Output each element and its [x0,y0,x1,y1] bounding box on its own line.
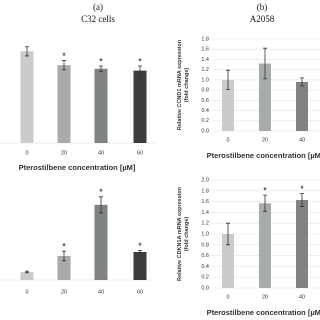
x-tick-label: 20 [262,137,268,143]
bar [259,203,271,288]
x-tick-label: 40 [98,150,104,156]
significance-marker: * [62,242,66,252]
x-tick-label: 40 [98,289,104,295]
bar [133,70,147,143]
significance-marker: * [138,56,142,66]
error-bar [99,196,103,214]
y-tick-label: 1.0 [201,231,209,237]
bar [259,63,271,131]
x-axis-label: Pterostilbene concentration [µM] [19,163,136,172]
error-bar [226,222,230,246]
x-tick-label: 20 [61,289,67,295]
y-tick-label: 1.0 [201,77,209,83]
y-tick-label: 0.4 [201,108,209,114]
panel-label: (b) [257,2,268,12]
y-tick-label: 0.6 [201,253,209,259]
y-tick-label: 1.8 [201,36,209,42]
panel-label: (a) [93,2,103,12]
error-bar [138,65,142,76]
y-tick-label: 0.0 [201,285,209,291]
chart-title: C32 cells [81,14,115,24]
x-axis-label: Pterostilbene concentration [µM] [207,151,320,160]
y-tick-label: 0.0 [201,128,209,134]
y-tick-label: 1.8 [201,188,209,194]
y-tick-label: 1.4 [201,210,209,216]
x-tick-label: 0 [25,150,28,156]
y-tick-label: 0.2 [201,118,209,124]
bar [57,256,71,280]
significance-marker: * [99,187,103,197]
y-axis-label-line: (fold change) [184,217,190,252]
y-tick-label: 0.4 [201,264,209,270]
bar [94,204,108,280]
error-bar [300,193,304,207]
y-tick-label: 1.2 [201,67,209,73]
y-tick-label: 1.2 [201,221,209,227]
x-tick-label: 20 [262,294,268,300]
error-bar [263,47,267,80]
y-tick-label: 1.6 [201,47,209,53]
bar [222,234,234,288]
x-tick-label: 0 [25,289,28,295]
y-axis-label: Relative CDKN1A mRNA expression(fold cha… [177,186,190,281]
x-tick-label: 40 [299,294,305,300]
y-axis-label: Relative CCND1 mRNA expression(fold chan… [177,39,190,130]
y-tick-label: 0.8 [201,242,209,248]
bar [296,81,308,131]
x-tick-label: 60 [137,150,143,156]
error-bar [300,77,304,87]
error-bar [25,46,29,57]
y-tick-label: 0.6 [201,98,209,104]
y-tick-label: 0.2 [201,275,209,281]
x-axis-label: Pterostilbene concentration [µM] [207,308,320,317]
bar [20,51,34,144]
error-bar [62,60,66,71]
error-bar [62,250,66,262]
x-tick-label: 60 [137,289,143,295]
significance-marker: * [99,56,103,66]
bar [20,272,34,280]
y-axis-label-line: (fold change) [184,68,190,103]
significance-marker: * [300,184,304,194]
y-tick-label: 1.4 [201,57,209,63]
significance-marker: * [62,51,66,61]
x-tick-label: 40 [299,137,305,143]
bar [133,252,147,280]
bar [94,68,108,143]
y-tick-label: 1.6 [201,199,209,205]
y-tick-label: 0.8 [201,88,209,94]
x-tick-label: 20 [61,150,67,156]
x-tick-label: 0 [226,137,229,143]
bar [57,65,71,143]
bar [222,79,234,131]
y-tick-label: 2.0 [201,177,209,183]
error-bar [25,270,29,274]
chart-title: A2058 [250,14,275,24]
error-bar [226,69,230,90]
x-tick-label: 0 [226,294,229,300]
y-axis-label-line: Relative CDKN1A mRNA expression [177,186,183,281]
error-bar [263,194,267,212]
significance-marker: * [138,241,142,251]
error-bar [138,250,142,254]
error-bar [99,65,103,72]
bar [296,199,308,288]
significance-marker: * [263,185,267,195]
y-axis-label-line: Relative CCND1 mRNA expression [177,39,183,130]
